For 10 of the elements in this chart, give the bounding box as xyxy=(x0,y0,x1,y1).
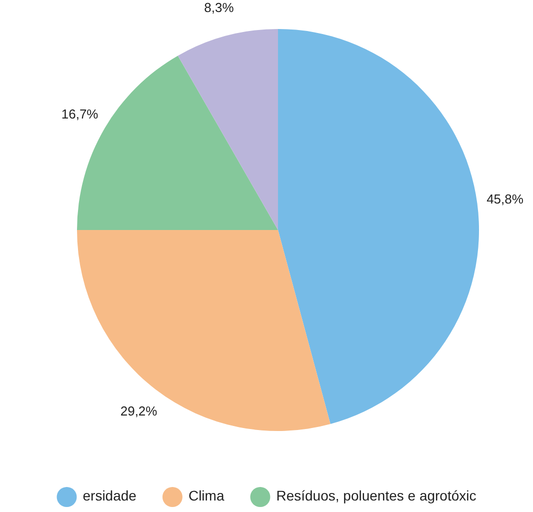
data-label: 45,8% xyxy=(486,191,524,206)
data-label: 29,2% xyxy=(120,403,158,418)
legend-label: Resíduos, poluentes e agrotóxic xyxy=(276,488,476,504)
pie-slice xyxy=(278,29,479,424)
legend-label: ersidade xyxy=(82,488,137,504)
pie-slice xyxy=(178,29,278,230)
legend-label: Clima xyxy=(188,488,224,504)
data-label: 16,7% xyxy=(61,106,99,122)
pie-slice xyxy=(77,230,330,431)
data-label: 8,3% xyxy=(204,0,234,16)
